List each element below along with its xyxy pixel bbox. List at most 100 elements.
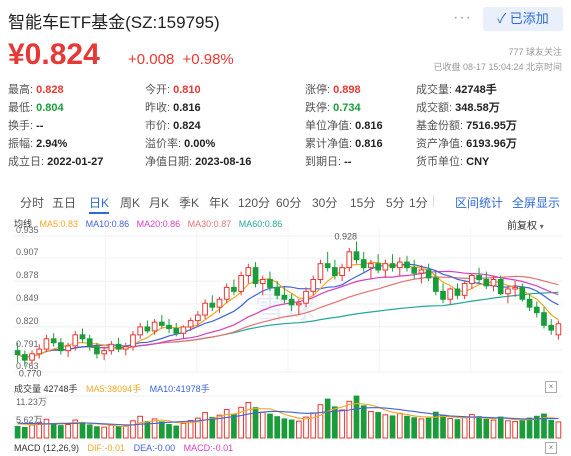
candle-body (166, 324, 172, 330)
more-options-icon[interactable]: ··· (453, 9, 472, 26)
macd-legend: MACD (12,26,9) DIF:-0.01 DEA:-0.00 MACD:… (14, 443, 233, 453)
stat-label: 基金份额: (416, 120, 464, 132)
stat-label: 最低: (8, 102, 34, 114)
stat-item: 今开: 0.810 (145, 81, 201, 97)
current-price: ¥0.824 (8, 38, 100, 71)
candle-body (396, 261, 403, 269)
stat-item: 市价: 0.824 (145, 117, 201, 133)
stat-item: 单位净值: 0.816 (305, 117, 383, 133)
adjust-dropdown[interactable]: 前复权 ▾ (507, 217, 544, 232)
tab-2[interactable]: 五日 (52, 196, 77, 210)
candle-body (274, 286, 281, 296)
candle-body (14, 350, 21, 356)
candle-body (310, 278, 317, 292)
candle-body (115, 343, 122, 350)
candle-body (158, 321, 165, 326)
volume-bar (173, 425, 180, 439)
stat-value: 0.816 (170, 102, 201, 114)
candle-body (281, 294, 288, 300)
tab-3[interactable]: 日K (89, 194, 110, 214)
stat-value: 0.816 (352, 138, 383, 150)
volume-bar (36, 421, 43, 439)
volume-bar (122, 425, 129, 439)
ma5-value: MA5:0.83 (39, 219, 79, 229)
candle-body (476, 275, 482, 280)
volume-bar (58, 425, 64, 439)
stat-label: 到期日: (305, 156, 342, 168)
volume-bar (360, 405, 367, 439)
volume-bar (130, 420, 136, 439)
stat-item: 到期日: -- (305, 153, 351, 169)
added-label: 已添加 (509, 11, 549, 26)
candle-body (404, 261, 410, 269)
candle-body (137, 326, 144, 336)
price-axis-label: 0.935 (16, 225, 39, 235)
volume-axis-mid: 5.62万 (16, 415, 43, 425)
volume-bar (497, 416, 504, 439)
stat-value: -- (33, 120, 44, 132)
added-watchlist-button[interactable]: ✓ 已添加 (483, 7, 563, 31)
candle-body (519, 286, 526, 300)
price-axis-label: 0.849 (16, 293, 39, 303)
tab-12[interactable]: 5分 (386, 196, 405, 210)
candle-body (94, 346, 100, 355)
candle-body (317, 263, 324, 280)
interval-stats-link[interactable]: 区间统计 (455, 196, 504, 210)
candle-body (216, 298, 223, 308)
volume-bar (476, 416, 482, 439)
price-axis-label: 0.820 (16, 315, 39, 326)
tab-11[interactable]: 15分 (350, 196, 376, 210)
tab-9[interactable]: 60分 (276, 196, 302, 210)
volume-bar (281, 418, 288, 439)
volume-bar (389, 415, 396, 439)
stat-value: 2023-08-16 (192, 156, 252, 168)
tab-5[interactable]: 月K (149, 196, 170, 210)
volume-bar (447, 418, 454, 439)
tab-7[interactable]: 年K (209, 196, 230, 210)
macd-dea: DEA:-0.00 (133, 443, 176, 453)
candle-body (36, 348, 43, 355)
candle-body (65, 345, 71, 352)
stat-label: 跌停: (305, 102, 331, 114)
tab-1[interactable]: 分时 (20, 196, 45, 210)
volume-bar (512, 421, 518, 439)
tab-6[interactable]: 季K (179, 196, 200, 210)
candle-body (180, 326, 187, 334)
stat-label: 货币单位: (416, 156, 464, 168)
close-macd-icon[interactable]: × (545, 442, 557, 454)
volume-bar (259, 411, 266, 439)
tab-10[interactable]: 30分 (312, 196, 338, 210)
tab-8[interactable]: 120分 (238, 196, 271, 210)
check-icon: ✓ (497, 11, 507, 26)
volume-bar (353, 395, 360, 439)
volume-bar (375, 412, 381, 439)
volume-bar (187, 419, 194, 439)
volume-bar (346, 400, 353, 439)
volume-bar (245, 401, 252, 439)
volume-bar (382, 414, 389, 439)
tab-13[interactable]: 1分 (409, 196, 428, 210)
fullscreen-link[interactable]: 全屏显示 (512, 196, 561, 210)
candle-body (454, 288, 461, 296)
volume-bar (555, 421, 562, 439)
tab-4[interactable]: 周K (120, 196, 141, 210)
candle-body (483, 278, 490, 287)
close-volume-icon[interactable]: × (545, 381, 557, 393)
candle-body (548, 324, 555, 331)
volume-bar (440, 414, 446, 439)
stat-label: 成交额: (416, 102, 453, 114)
stat-value: CNY (463, 156, 490, 168)
stat-item: 基金份额: 7516.95万 (416, 117, 517, 133)
stat-label: 净值日期: (145, 156, 193, 168)
stat-item: 成交额: 348.58万 (416, 99, 500, 115)
volume-bar (86, 424, 93, 439)
candle-body (79, 334, 86, 340)
candle-body (209, 302, 216, 308)
stat-label: 市价: (145, 120, 171, 132)
ma5-line (17, 261, 559, 359)
volume-bar (101, 426, 107, 439)
period-tabs: 分时 五日 日K 周K 月K 季K 年K 120分 60分 30分 15分 5分 1分 区间统计 全屏显示 (0, 192, 571, 214)
volume-bar (432, 411, 439, 439)
candle-body (144, 326, 151, 332)
